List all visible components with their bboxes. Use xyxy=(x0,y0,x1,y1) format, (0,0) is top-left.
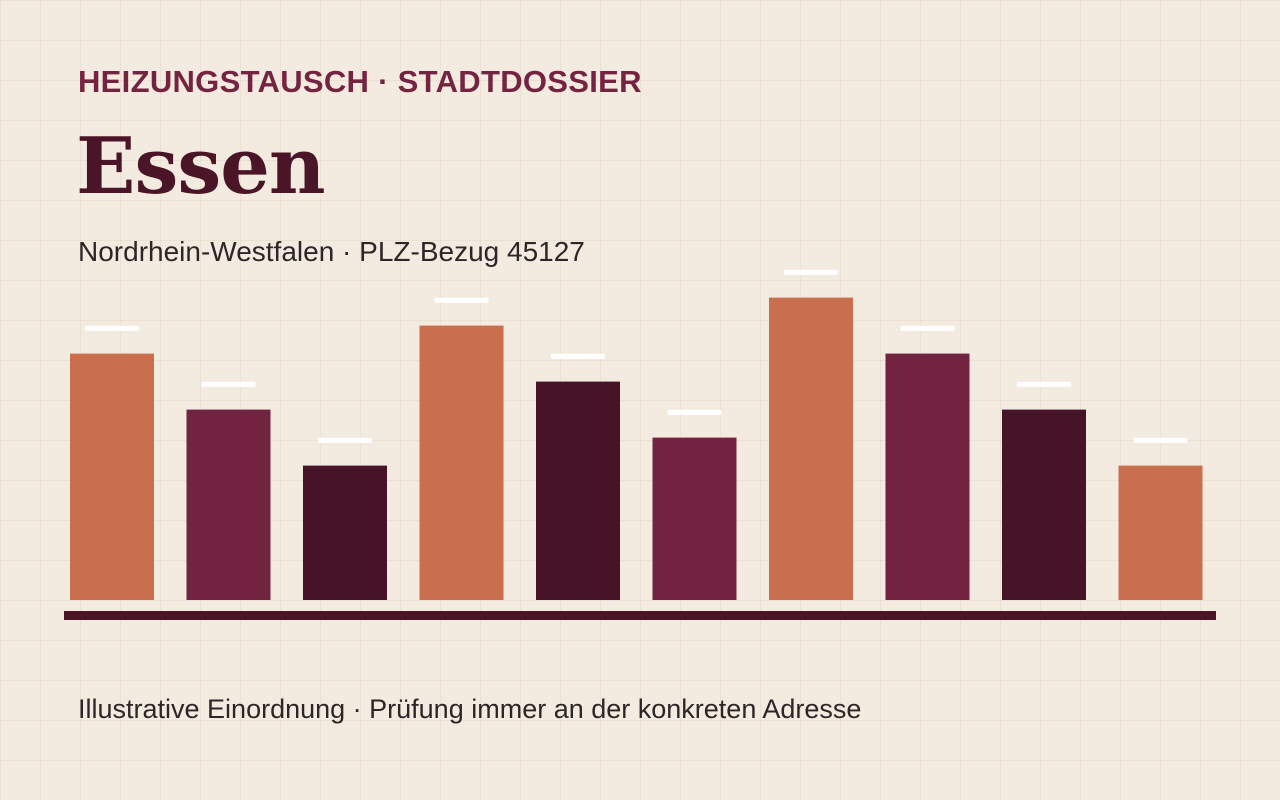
bar-marker-8 xyxy=(900,325,955,331)
bar-marker-2 xyxy=(201,381,256,387)
bar-2 xyxy=(186,409,271,600)
bar-7 xyxy=(769,297,853,600)
bar-marker-10 xyxy=(1133,437,1188,443)
bar-10 xyxy=(1118,465,1203,600)
bar-marker-7 xyxy=(784,269,838,275)
footnote: Illustrative Einordnung · Prüfung immer … xyxy=(78,694,862,724)
bar-marker-4 xyxy=(434,297,489,303)
bar-5 xyxy=(536,381,620,600)
page-subtitle: Nordrhein-Westfalen · PLZ-Bezug 45127 xyxy=(78,236,585,267)
bar-3 xyxy=(303,465,387,600)
bar-marker-1 xyxy=(85,325,139,331)
bar-9 xyxy=(1002,409,1086,600)
bar-marker-5 xyxy=(551,353,605,359)
kicker-label: HEIZUNGSTAUSCH · STADTDOSSIER xyxy=(78,64,642,99)
bar-8 xyxy=(885,353,970,600)
chart-baseline xyxy=(64,611,1216,620)
bar-marker-9 xyxy=(1017,381,1071,387)
bar-1 xyxy=(70,353,154,600)
page-title: Essen xyxy=(76,121,326,212)
bar-marker-6 xyxy=(667,409,722,415)
bar-4 xyxy=(419,325,504,600)
bar-marker-3 xyxy=(318,437,372,443)
bar-6 xyxy=(652,437,737,600)
